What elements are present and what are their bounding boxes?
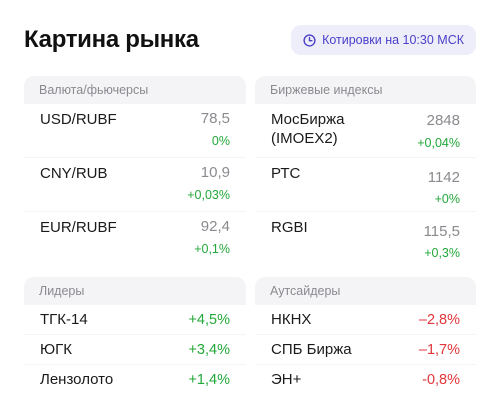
leader-change: +4,5%: [188, 311, 230, 328]
outsider-name: НКНХ: [271, 311, 312, 328]
quote-row-cny-rub[interactable]: CNY/RUB 10,9 +0,03%: [24, 158, 246, 211]
leader-row[interactable]: Лензолото +1,4%: [24, 365, 246, 394]
clock-icon: [303, 33, 316, 47]
quote-row-eur-rubf[interactable]: EUR/RUBF 92,4 +0,1%: [24, 212, 246, 266]
leader-row[interactable]: ТГК-14 +4,5%: [24, 305, 246, 334]
leader-name: ЮГК: [40, 341, 73, 358]
outsider-row[interactable]: НКНХ –2,8%: [255, 305, 476, 334]
index-name: МосБиржа: [271, 111, 345, 128]
quote-price: 78,5: [200, 110, 230, 127]
leaders-panel-title: Лидеры: [39, 284, 85, 298]
quote-change: +0,1%: [194, 242, 230, 256]
outsider-change: –1,7%: [418, 341, 460, 358]
outsider-change: –2,8%: [418, 311, 460, 328]
outsider-change: -0,8%: [422, 371, 460, 388]
outsiders-panel: Аутсайдеры НКНХ –2,8% СПБ Биржа –1,7% ЭН…: [255, 277, 476, 394]
outsider-name: СПБ Биржа: [271, 341, 352, 358]
quote-time-text: Котировки на 10:30 МСК: [322, 33, 464, 47]
indices-panel: Биржевые индексы МосБиржа (IMOEX2) 2848 …: [255, 76, 476, 266]
quote-name: EUR/RUBF: [40, 219, 117, 236]
quote-name: CNY/RUB: [40, 165, 108, 182]
index-price: 1142: [427, 169, 460, 186]
index-price: 2848: [426, 112, 460, 129]
quote-price: 92,4: [200, 218, 230, 235]
outsider-row[interactable]: СПБ Биржа –1,7%: [255, 335, 476, 364]
outsiders-panel-title: Аутсайдеры: [270, 284, 341, 298]
header: Картина рынка Котировки на 10:30 МСК: [24, 24, 476, 56]
leader-change: +3,4%: [188, 341, 230, 358]
quote-time-badge: Котировки на 10:30 МСК: [291, 25, 476, 55]
index-name: RGBI: [271, 219, 308, 236]
index-change: +0,04%: [417, 136, 460, 150]
leader-change: +1,4%: [188, 371, 230, 388]
leader-name: ТГК-14: [40, 311, 88, 328]
leader-name: Лензолото: [40, 371, 114, 388]
currency-panel: Валюта/фьючерсы USD/RUBF 78,5 0% CNY/RUB…: [24, 76, 246, 266]
leader-row[interactable]: ЮГК +3,4%: [24, 335, 246, 364]
quote-change: +0,03%: [187, 188, 230, 202]
index-name-ticker: (IMOEX2): [271, 130, 338, 147]
quote-row-usd-rubf[interactable]: USD/RUBF 78,5 0%: [24, 104, 246, 157]
index-row-rgbi[interactable]: RGBI 115,5 +0,3%: [255, 212, 476, 266]
quote-change: 0%: [211, 134, 230, 148]
leaders-panel: Лидеры ТГК-14 +4,5% ЮГК +3,4% Лензолото …: [24, 277, 246, 394]
quote-price: 10,9: [200, 164, 230, 181]
quote-name: USD/RUBF: [40, 111, 117, 128]
index-row-rts[interactable]: РТС 1142 +0%: [255, 158, 476, 211]
index-price: 115,5: [423, 223, 460, 240]
index-change: +0,3%: [424, 246, 460, 260]
outsider-name: ЭН+: [271, 371, 302, 388]
page-title: Картина рынка: [24, 26, 199, 53]
index-row-imoex2[interactable]: МосБиржа (IMOEX2) 2848 +0,04%: [255, 104, 476, 157]
outsider-row[interactable]: ЭН+ -0,8%: [255, 365, 476, 394]
currency-panel-title: Валюта/фьючерсы: [39, 83, 149, 97]
index-change: +0%: [434, 192, 460, 206]
index-name: РТС: [271, 165, 301, 182]
indices-panel-title: Биржевые индексы: [270, 83, 383, 97]
